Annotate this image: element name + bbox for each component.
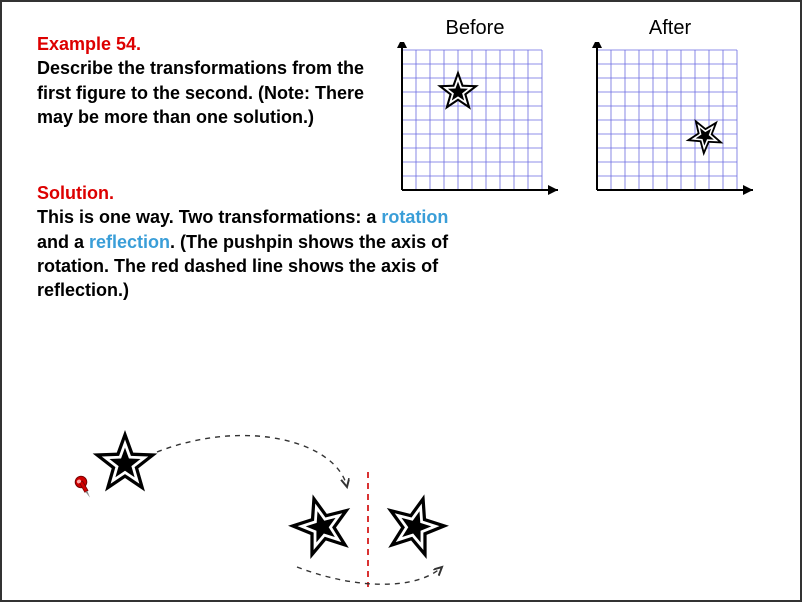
reflection-word: reflection: [89, 232, 170, 252]
solution-label: Solution.: [37, 183, 114, 203]
before-grid: [390, 42, 560, 212]
before-label: Before: [390, 17, 560, 40]
example-label: Example 54.: [37, 34, 141, 54]
prompt-block: Example 54. Describe the transformations…: [37, 32, 367, 129]
diagram-area: [57, 412, 557, 592]
after-grid-box: After: [585, 17, 755, 212]
after-grid: [585, 42, 755, 212]
example-prompt: Describe the transformations from the fi…: [37, 58, 364, 127]
after-label: After: [585, 17, 755, 40]
solution-pre: This is one way. Two transformations: a: [37, 207, 381, 227]
before-grid-box: Before: [390, 17, 560, 212]
solution-mid1: and a: [37, 232, 89, 252]
transformation-diagram: [57, 412, 557, 592]
grids-area: Before After: [390, 17, 755, 212]
page-content: Example 54. Describe the transformations…: [37, 32, 765, 570]
